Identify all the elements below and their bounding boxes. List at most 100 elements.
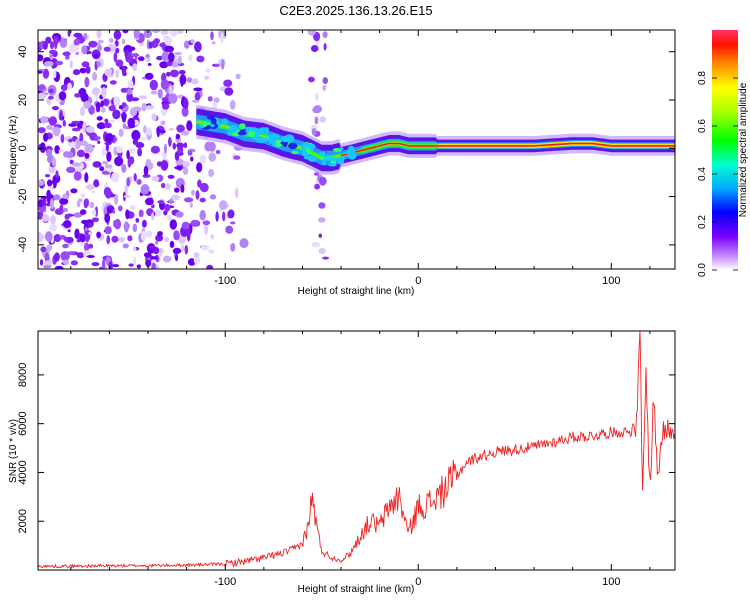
spectrogram-speckle xyxy=(132,223,138,233)
spectrogram-speckle xyxy=(38,92,47,99)
spectrogram-speckle xyxy=(159,129,166,134)
spectrogram-speckle xyxy=(164,35,172,46)
spectrogram-speckle xyxy=(142,174,151,178)
spectrogram-speckle xyxy=(190,156,194,162)
spectrogram-speckle xyxy=(182,166,189,175)
spectrogram-speckle xyxy=(140,136,146,141)
spectrogram-speckle xyxy=(174,166,183,170)
spectrogram-speckle xyxy=(164,143,167,154)
spectrogram-speckle xyxy=(197,179,202,188)
spectrogram-speckle xyxy=(193,87,203,92)
spectrogram-speckle xyxy=(59,197,69,205)
spectrogram-xlabel: Height of straight line (km) xyxy=(298,286,415,297)
spectrogram-speckle xyxy=(318,233,322,238)
spectrogram-speckle xyxy=(221,58,225,70)
spectrogram-speckle xyxy=(125,209,130,220)
spectrogram-speckle xyxy=(80,209,87,215)
spectrogram-ridge-blob xyxy=(328,163,337,167)
spectrogram-ridge-blob xyxy=(221,118,229,125)
spectrogram-speckle xyxy=(165,183,171,190)
spectrogram-speckle xyxy=(174,187,180,193)
spectrogram-speckle xyxy=(85,235,90,243)
spectrogram-xtick-label: 0 xyxy=(415,275,421,287)
spectrogram-speckle xyxy=(189,202,193,208)
spectrogram-speckle xyxy=(83,198,89,209)
spectrogram-speckle xyxy=(191,78,199,85)
spectrogram-speckle xyxy=(172,142,176,150)
spectrogram-speckle xyxy=(199,209,206,221)
spectrogram-speckle xyxy=(74,138,81,150)
spectrogram-speckle xyxy=(68,123,77,127)
spectrogram-panel: -100 0 100 -40 -20 0 20 40 Height of straight l… xyxy=(8,29,676,297)
spectrogram-speckle xyxy=(43,132,49,142)
snr-xtick-label: 100 xyxy=(602,576,620,588)
spectrogram-speckle xyxy=(233,155,241,160)
spectrogram-speckle xyxy=(109,80,117,85)
spectrogram-speckle xyxy=(205,68,211,73)
spectrogram-speckle xyxy=(113,96,121,107)
spectrogram-speckle xyxy=(38,198,44,208)
spectrogram-speckle xyxy=(118,205,123,212)
spectrogram-ytick-label: 20 xyxy=(17,94,29,106)
spectrogram-speckle xyxy=(86,126,95,133)
spectrogram-speckle xyxy=(156,161,163,167)
spectrogram-speckle xyxy=(128,148,136,154)
spectrogram-speckle xyxy=(213,97,220,103)
spectrogram-speckle xyxy=(105,143,110,152)
spectrogram-speckle xyxy=(227,209,235,219)
spectrogram-speckle xyxy=(150,256,158,260)
spectrogram-speckle xyxy=(174,51,183,56)
spectrogram-speckle xyxy=(194,92,201,102)
spectrogram-speckle xyxy=(115,59,124,67)
spectrogram-speckle xyxy=(215,149,221,155)
spectrogram-speckle xyxy=(102,98,110,106)
spectrogram-ridge-blob xyxy=(350,149,356,155)
spectrogram-speckle xyxy=(196,55,205,63)
spectrogram-speckle xyxy=(169,198,173,205)
spectrogram-speckle xyxy=(121,102,127,108)
spectrogram-speckle xyxy=(70,188,78,194)
spectrogram-speckle xyxy=(168,127,174,131)
spectrogram-speckle xyxy=(75,51,80,56)
spectrogram-speckle xyxy=(122,243,129,249)
spectrogram-speckle xyxy=(111,264,120,268)
spectrogram-speckle xyxy=(107,167,114,173)
spectrogram-speckle xyxy=(91,262,100,267)
spectrogram-speckle xyxy=(176,124,185,133)
spectrogram-speckle xyxy=(143,165,149,176)
spectrogram-speckle xyxy=(157,231,163,237)
spectrogram-speckle xyxy=(71,45,79,52)
spectrogram-speckle xyxy=(184,244,189,255)
spectrogram-speckle xyxy=(161,97,170,102)
spectrogram-speckle xyxy=(204,224,209,235)
spectrogram-speckle xyxy=(311,242,320,248)
spectrogram-ridge-blob xyxy=(244,130,249,138)
spectrogram-speckle xyxy=(104,187,112,199)
spectrogram-speckle xyxy=(84,246,89,250)
spectrogram-speckle xyxy=(101,87,107,98)
spectrogram-speckle xyxy=(104,164,113,169)
spectrogram-speckle xyxy=(191,99,200,103)
spectrogram-speckle xyxy=(62,243,69,249)
spectrogram-speckle xyxy=(38,84,46,91)
spectrogram-speckle xyxy=(149,79,158,91)
spectrogram-speckle xyxy=(68,138,73,143)
spectrogram-speckle xyxy=(153,38,160,44)
spectrogram-speckle xyxy=(66,166,76,173)
spectrogram-speckle xyxy=(80,92,89,103)
spectrogram-speckle xyxy=(52,106,59,111)
spectrogram-speckle xyxy=(199,197,206,203)
snr-series-line xyxy=(38,331,675,569)
spectrogram-speckle xyxy=(174,151,180,161)
spectrogram-speckle xyxy=(208,168,215,177)
spectrogram-speckle xyxy=(137,147,143,157)
spectrogram-speckle xyxy=(206,264,214,269)
spectrogram-speckle xyxy=(62,194,69,199)
spectrogram-speckle xyxy=(176,142,185,149)
spectrogram-speckle xyxy=(322,31,328,39)
spectrogram-speckle xyxy=(114,193,119,205)
spectrogram-speckle xyxy=(182,161,191,168)
spectrogram-speckle xyxy=(97,44,102,52)
spectrogram-speckle xyxy=(120,87,128,93)
spectrogram-speckle xyxy=(168,93,178,104)
